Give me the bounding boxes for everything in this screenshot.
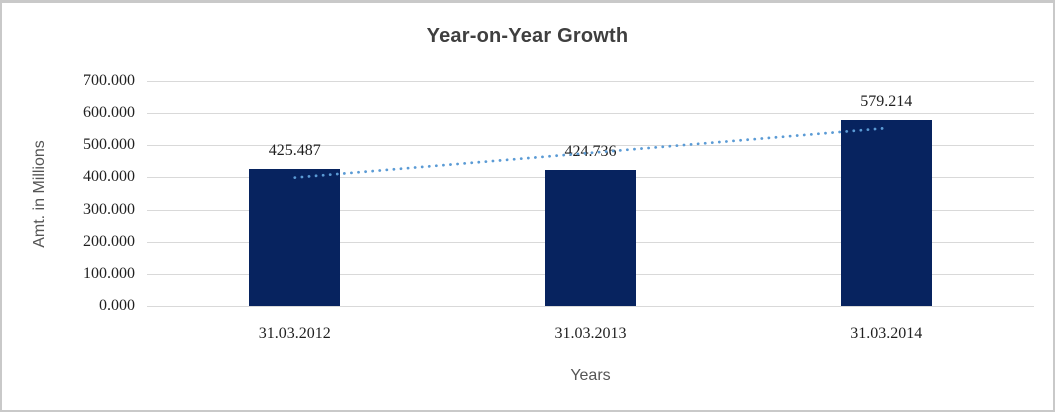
bar-31.03.2012 (249, 169, 341, 306)
gridline (147, 306, 1034, 307)
y-tick-label: 200.000 (83, 232, 135, 250)
chart-title: Year-on-Year Growth (426, 25, 629, 47)
gridline (147, 113, 1034, 115)
bar-value-label: 579.214 (860, 92, 913, 110)
x-category-label: 31.03.2012 (258, 325, 331, 342)
y-tick-label: 100.000 (83, 264, 135, 282)
bar-31.03.2014 (840, 119, 932, 306)
y-tick-label: 0.000 (99, 297, 135, 314)
gridline (147, 81, 1034, 82)
bar-value-label: 425.487 (268, 142, 321, 160)
y-tick-label: 300.000 (83, 200, 135, 218)
bar-31.03.2013 (545, 169, 636, 306)
x-category-label: 31.03.2013 (554, 325, 627, 342)
x-axis-title: Years (570, 367, 611, 384)
bar-value-label: 424.736 (564, 142, 617, 160)
y-tick-label: 500.000 (83, 136, 135, 154)
y-tick-label: 600.000 (83, 104, 135, 122)
y-tick-label: 700.000 (83, 72, 135, 89)
y-axis-title: Amt. in Millions (31, 140, 48, 248)
y-tick-label: 400.000 (83, 168, 135, 186)
x-category-label: 31.03.2014 (850, 325, 923, 342)
